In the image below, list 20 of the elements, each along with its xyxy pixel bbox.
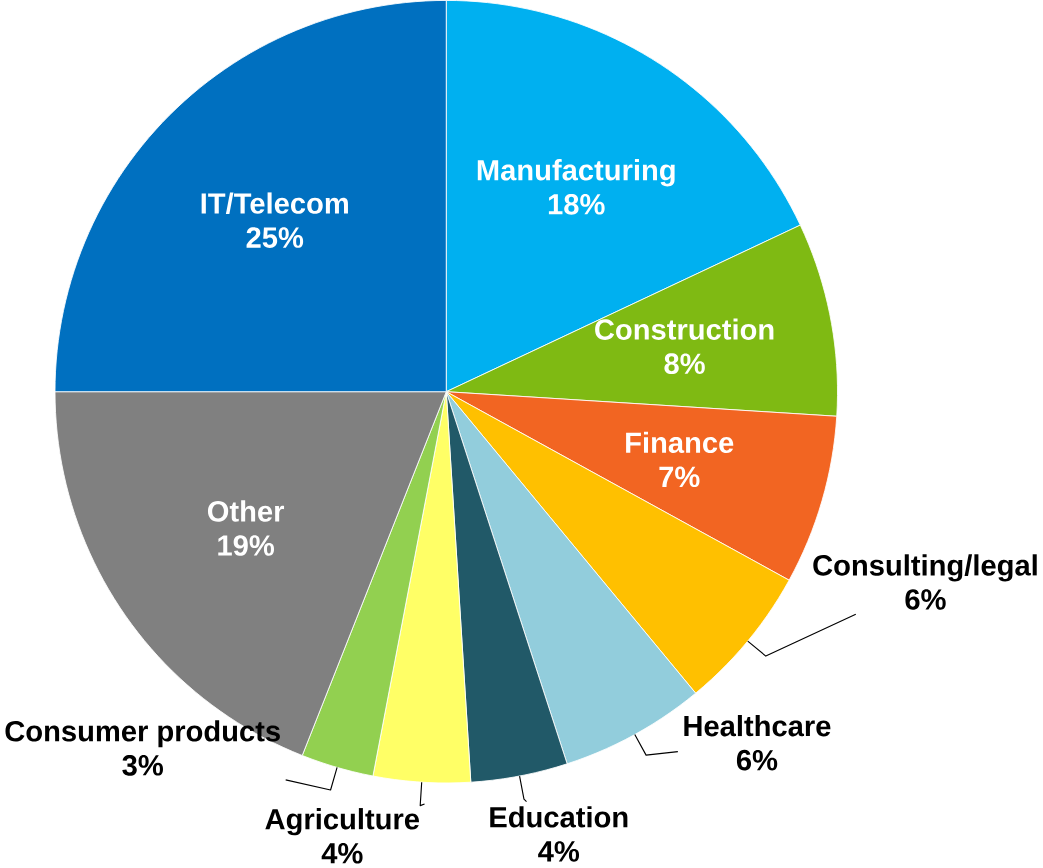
slice-label: Education [490,806,628,828]
slice-label: Construction [595,318,774,340]
data-label: 6% [736,749,778,771]
slice-label: IT/Telecom [201,192,348,215]
data-label: 4% [321,843,363,864]
slice-label: Finance [626,431,734,454]
data-label: 25% [246,227,304,249]
data-label: 8% [664,353,705,375]
data-label: 4% [538,841,580,862]
data-label: 6% [905,589,946,610]
data-label: 19% [218,535,275,556]
slice-label: Healthcare [684,715,831,737]
data-label: 7% [659,466,700,488]
slice-label: Manufacturing [477,159,675,187]
slice-label: Consumer products [5,720,280,748]
slice-label: Other [207,500,285,522]
data-label: 3% [122,755,163,776]
slice-label: Consulting/legal [813,554,1037,582]
slice-label: Agriculture [265,808,419,836]
data-label: 18% [548,194,605,215]
